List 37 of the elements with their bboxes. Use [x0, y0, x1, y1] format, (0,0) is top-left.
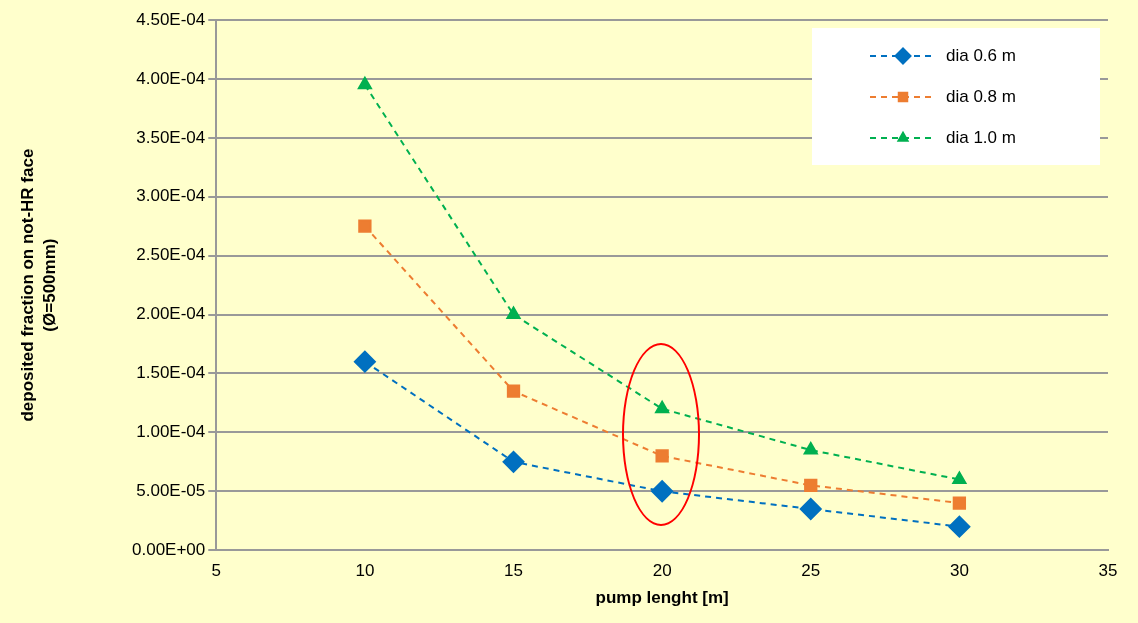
point — [952, 471, 967, 485]
point — [358, 219, 372, 233]
x-tick-label: 15 — [504, 561, 523, 581]
y-tick-label: 5.00E-05 — [136, 480, 206, 500]
y-tick-label: 2.00E-04 — [136, 304, 206, 324]
point — [502, 450, 525, 473]
y-tick-label: 4.00E-04 — [136, 68, 206, 88]
y-axis-title: deposited fraction on not-HR face (Ø=500mm) — [18, 148, 59, 422]
y-tick-label: 1.00E-04 — [136, 422, 206, 442]
legend-label: dia 0.8 m — [946, 86, 1016, 106]
point — [655, 400, 670, 414]
point — [506, 384, 521, 398]
point — [655, 449, 669, 463]
y-tick-label: 0.00E+00 — [132, 539, 206, 559]
y-tick-label: 3.50E-04 — [136, 127, 206, 147]
y-tick-label: 4.50E-04 — [136, 9, 206, 29]
x-tick-label: 5 — [211, 561, 221, 581]
point — [799, 497, 822, 520]
point — [952, 496, 967, 510]
y-tick-label: 1.50E-04 — [136, 363, 206, 383]
y-tick-label: 2.50E-04 — [136, 245, 206, 265]
point — [506, 306, 521, 320]
x-tick-label: 20 — [652, 561, 672, 581]
point — [353, 350, 376, 373]
x-tick-label: 35 — [1098, 561, 1118, 581]
x-axis-title: pump lenght [m] — [595, 588, 729, 608]
x-tick-label: 30 — [949, 561, 969, 581]
legend-label: dia 0.6 m — [946, 45, 1016, 65]
point — [357, 76, 372, 90]
legend-label: dia 1.0 m — [946, 127, 1016, 147]
point — [804, 478, 818, 493]
point — [948, 515, 971, 538]
y-tick-label: 3.00E-04 — [136, 186, 206, 206]
point — [803, 442, 818, 455]
x-tick-label: 10 — [355, 561, 375, 581]
x-tick-label: 25 — [801, 561, 821, 581]
point — [651, 480, 674, 503]
